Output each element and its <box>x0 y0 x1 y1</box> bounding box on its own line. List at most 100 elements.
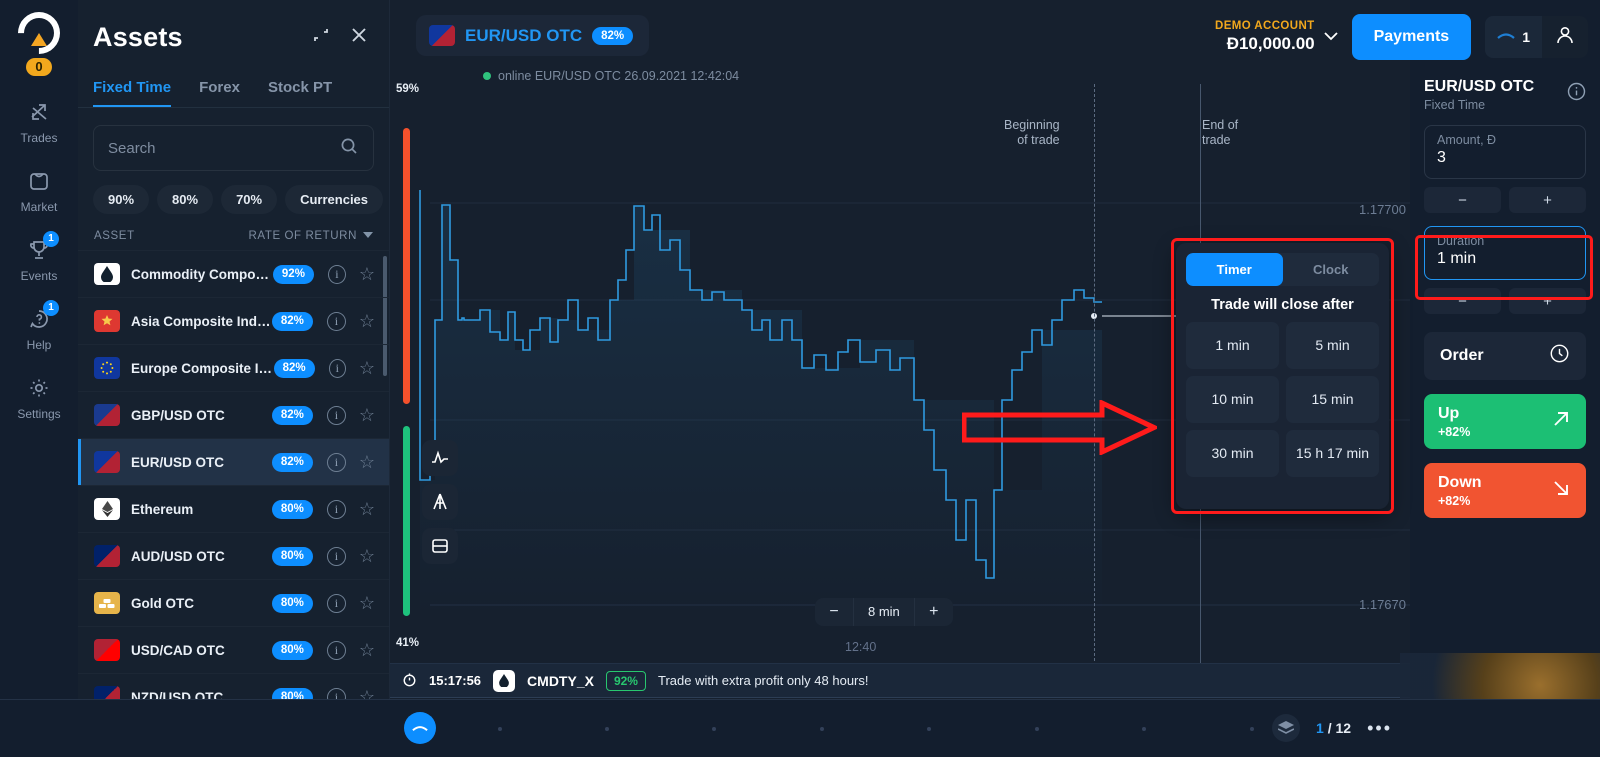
rate-badge: 80% <box>271 640 313 660</box>
indicators-icon[interactable] <box>422 440 458 476</box>
table-row[interactable]: Gold OTC 80% i ☆ <box>78 579 389 626</box>
info-icon[interactable]: i <box>326 687 346 702</box>
chart-area[interactable]: EUR/USD OTC 82% online EUR/USD OTC 26.09… <box>390 0 1410 757</box>
favorite-star-icon[interactable]: ☆ <box>358 545 375 566</box>
collapse-icon[interactable] <box>311 25 331 50</box>
info-icon[interactable]: i <box>326 640 346 660</box>
promo-symbol: CMDTY_X <box>527 672 594 689</box>
promo-strip[interactable]: 15:17:56 CMDTY_X 92% Trade with extra pr… <box>390 663 1410 698</box>
asset-name: Ethereum <box>131 501 194 517</box>
order-button[interactable]: Order <box>1424 332 1586 380</box>
beginning-of-trade-line <box>1094 84 1095 681</box>
duration-option-15min[interactable]: 15 min <box>1286 376 1379 423</box>
table-row[interactable]: Asia Composite Index 82% i ☆ <box>78 297 389 344</box>
duration-plus-button[interactable]: + <box>1509 288 1586 314</box>
ethereum-icon <box>94 498 120 520</box>
chart-type-icon[interactable] <box>422 528 458 564</box>
chat-icon[interactable] <box>404 712 436 744</box>
more-dots-icon[interactable]: ••• <box>1367 718 1392 738</box>
favorite-star-icon[interactable]: ☆ <box>358 310 375 331</box>
amount-minus-button[interactable]: − <box>1424 187 1501 213</box>
tab-forex[interactable]: Forex <box>199 79 240 96</box>
drawing-icon[interactable] <box>422 484 458 520</box>
table-row[interactable]: GBP/USD OTC 82% i ☆ <box>78 391 389 438</box>
amount-label: Amount, Đ <box>1437 133 1497 147</box>
favorite-star-icon[interactable]: ☆ <box>358 451 375 472</box>
search-box[interactable] <box>93 125 374 171</box>
payments-button[interactable]: Payments <box>1351 14 1472 60</box>
timeframe-plus-button[interactable]: + <box>929 603 939 620</box>
duration-value[interactable]: 1 min <box>1437 250 1477 267</box>
info-icon[interactable]: i <box>326 405 346 425</box>
info-icon[interactable]: i <box>326 452 346 472</box>
info-icon[interactable]: i <box>328 358 346 378</box>
chip-currencies[interactable]: Currencies <box>285 185 384 214</box>
favorite-star-icon[interactable]: ☆ <box>358 592 375 613</box>
close-icon[interactable] <box>349 25 369 50</box>
amount-value[interactable]: 3 <box>1437 149 1446 166</box>
sidebar-item-settings[interactable]: Settings <box>0 374 78 421</box>
table-row[interactable]: Europe Composite Index 82% i ☆ <box>78 344 389 391</box>
clock-tab[interactable]: Clock <box>1313 262 1349 277</box>
duration-minus-button[interactable]: − <box>1424 288 1501 314</box>
table-row[interactable]: USD/CAD OTC 80% i ☆ <box>78 626 389 673</box>
info-icon[interactable]: i <box>327 264 346 284</box>
table-row[interactable]: Ethereum 80% i ☆ <box>78 485 389 532</box>
search-icon[interactable] <box>339 136 359 161</box>
tab-stock-pt[interactable]: Stock PT <box>267 79 333 96</box>
info-icon[interactable]: i <box>326 499 346 519</box>
down-button[interactable]: Down +82% <box>1424 463 1586 518</box>
favorite-star-icon[interactable]: ☆ <box>358 639 375 660</box>
sentiment-down-label: 41% <box>396 637 420 649</box>
account-selector[interactable]: DEMO ACCOUNT Đ10,000.00 <box>1215 20 1338 54</box>
deposit-button[interactable]: 1 <box>1485 16 1542 58</box>
favorite-star-icon[interactable]: ☆ <box>358 357 375 378</box>
timer-tab[interactable]: Timer <box>1186 253 1283 286</box>
asset-list[interactable]: Commodity Composit... 92% i ☆ Asia Compo… <box>78 250 389 702</box>
duration-option-5min[interactable]: 5 min <box>1286 322 1379 369</box>
app-logo[interactable]: 0 <box>9 3 69 76</box>
chart-symbol-pill[interactable]: EUR/USD OTC 82% <box>416 15 650 56</box>
favorite-star-icon[interactable]: ☆ <box>358 263 375 284</box>
chevron-down-icon[interactable] <box>1323 28 1338 46</box>
sidebar-item-events[interactable]: 1 Events <box>0 231 78 283</box>
col-rate-of-return[interactable]: RATE OF RETURN <box>249 230 373 242</box>
favorite-star-icon[interactable]: ☆ <box>358 686 375 703</box>
favorite-star-icon[interactable]: ☆ <box>358 498 375 519</box>
duration-option-1min[interactable]: 1 min <box>1186 322 1279 369</box>
layers-icon[interactable] <box>1272 714 1301 742</box>
timer-popup[interactable]: Timer Clock Trade will close after 1 min… <box>1176 243 1389 509</box>
profile-button[interactable] <box>1542 16 1588 58</box>
amount-field[interactable]: Amount, Đ 3 <box>1424 125 1586 179</box>
sidebar-item-market[interactable]: Market <box>0 167 78 214</box>
search-input[interactable] <box>108 139 339 157</box>
table-row-selected[interactable]: EUR/USD OTC 82% i ☆ <box>78 438 389 485</box>
duration-field[interactable]: Duration 1 min <box>1424 226 1586 280</box>
info-icon[interactable]: i <box>326 593 346 613</box>
gear-icon <box>25 374 53 402</box>
table-row[interactable]: Commodity Composit... 92% i ☆ <box>78 250 389 297</box>
chip-70[interactable]: 70% <box>221 185 278 214</box>
table-row[interactable]: NZD/USD OTC 80% i ☆ <box>78 673 389 702</box>
asset-list-scrollbar[interactable] <box>383 256 387 376</box>
sidebar-item-trades[interactable]: Trades <box>0 98 78 145</box>
assets-header: Assets <box>78 0 389 53</box>
duration-option-10min[interactable]: 10 min <box>1186 376 1279 423</box>
tab-fixed-time[interactable]: Fixed Time <box>93 71 172 107</box>
chip-90[interactable]: 90% <box>93 185 150 214</box>
table-row[interactable]: AUD/USD OTC 80% i ☆ <box>78 532 389 579</box>
chart-status-text: online EUR/USD OTC 26.09.2021 12:42:04 <box>498 69 740 83</box>
info-icon[interactable]: i <box>326 546 346 566</box>
timeframe-control[interactable]: − 8 min + <box>815 598 953 626</box>
timeframe-minus-button[interactable]: − <box>829 603 839 620</box>
chip-80[interactable]: 80% <box>157 185 214 214</box>
duration-option-15h17min[interactable]: 15 h 17 min <box>1286 430 1379 477</box>
info-icon[interactable] <box>1567 82 1586 106</box>
duration-option-30min[interactable]: 30 min <box>1186 430 1279 477</box>
info-icon[interactable]: i <box>326 311 346 331</box>
up-button[interactable]: Up +82% <box>1424 394 1586 449</box>
sidebar-item-help[interactable]: 1 Help <box>0 300 78 352</box>
favorite-star-icon[interactable]: ☆ <box>358 404 375 425</box>
promo-badge: 92% <box>605 670 646 691</box>
amount-plus-button[interactable]: + <box>1509 187 1586 213</box>
